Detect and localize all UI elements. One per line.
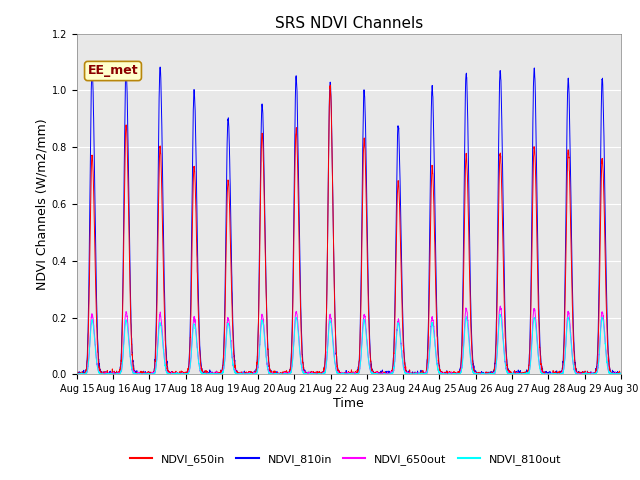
NDVI_650out: [617, 372, 625, 377]
NDVI_810out: [419, 370, 426, 376]
NDVI_650out: [467, 353, 474, 359]
NDVI_810in: [611, 369, 619, 375]
NDVI_810in: [156, 64, 164, 70]
X-axis label: Time: Time: [333, 397, 364, 410]
NDVI_810in: [419, 371, 426, 377]
Line: NDVI_810in: NDVI_810in: [77, 67, 621, 374]
Line: NDVI_810out: NDVI_810out: [77, 314, 621, 374]
NDVI_810in: [185, 364, 193, 370]
NDVI_650out: [611, 372, 619, 377]
NDVI_810out: [501, 361, 509, 367]
NDVI_650in: [467, 315, 474, 321]
NDVI_650in: [184, 368, 192, 373]
NDVI_650in: [502, 336, 509, 341]
NDVI_810out: [534, 348, 541, 354]
NDVI_650in: [73, 371, 81, 377]
Line: NDVI_650in: NDVI_650in: [77, 85, 621, 374]
NDVI_810out: [611, 372, 619, 377]
NDVI_650out: [502, 359, 509, 365]
Line: NDVI_650out: NDVI_650out: [77, 306, 621, 374]
NDVI_650out: [497, 303, 504, 309]
NDVI_810out: [184, 372, 192, 377]
NDVI_810out: [73, 372, 81, 377]
NDVI_650in: [326, 82, 334, 88]
NDVI_650out: [73, 371, 81, 377]
NDVI_650in: [534, 287, 542, 292]
NDVI_650out: [419, 371, 426, 377]
NDVI_810in: [617, 372, 625, 377]
Title: SRS NDVI Channels: SRS NDVI Channels: [275, 16, 423, 31]
NDVI_650in: [73, 372, 81, 377]
NDVI_810in: [502, 324, 509, 329]
NDVI_650in: [617, 371, 625, 377]
NDVI_810in: [74, 372, 81, 377]
NDVI_810in: [467, 295, 474, 301]
NDVI_810out: [497, 312, 504, 317]
NDVI_810out: [467, 355, 474, 360]
NDVI_810in: [73, 371, 81, 377]
NDVI_650in: [611, 372, 619, 377]
NDVI_810out: [617, 371, 625, 376]
NDVI_650out: [184, 371, 192, 376]
Legend: NDVI_650in, NDVI_810in, NDVI_650out, NDVI_810out: NDVI_650in, NDVI_810in, NDVI_650out, NDV…: [125, 450, 566, 469]
NDVI_650out: [534, 347, 542, 352]
NDVI_650out: [73, 372, 81, 377]
NDVI_810in: [534, 256, 542, 262]
Text: EE_met: EE_met: [88, 64, 138, 77]
NDVI_650in: [419, 370, 426, 376]
Y-axis label: NDVI Channels (W/m2/mm): NDVI Channels (W/m2/mm): [36, 118, 49, 290]
